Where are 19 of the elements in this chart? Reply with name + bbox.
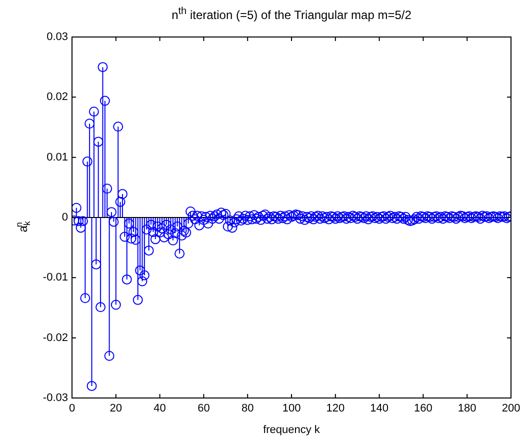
x-tick-label: 20 — [110, 402, 122, 415]
x-tick-label: 180 — [458, 402, 476, 415]
y-tick-label: -0.02 — [42, 332, 68, 344]
x-tick-label: 200 — [502, 402, 520, 415]
y-tick-label: 0 — [62, 212, 68, 224]
y-tick-label: 0.02 — [46, 91, 68, 104]
x-tick-label: 160 — [414, 402, 432, 415]
x-axis-title: frequency k — [262, 424, 321, 436]
x-tick-label: 80 — [241, 402, 254, 415]
x-tick-label: 40 — [154, 402, 166, 415]
y-tick-label: 0.03 — [46, 31, 68, 44]
x-tick-label: 100 — [282, 402, 301, 415]
y-tick-label: -0.03 — [42, 392, 68, 404]
y-tick-label: 0.01 — [46, 151, 68, 164]
chart-title: n$^{th}$ iteration (=5) of the Triangular map m=5/2 — [170, 6, 412, 22]
y-tick-label: -0.01 — [42, 272, 68, 284]
x-tick-label: 120 — [326, 402, 345, 415]
x-tick-label: 60 — [198, 402, 210, 415]
x-tick-label: 140 — [370, 402, 388, 415]
